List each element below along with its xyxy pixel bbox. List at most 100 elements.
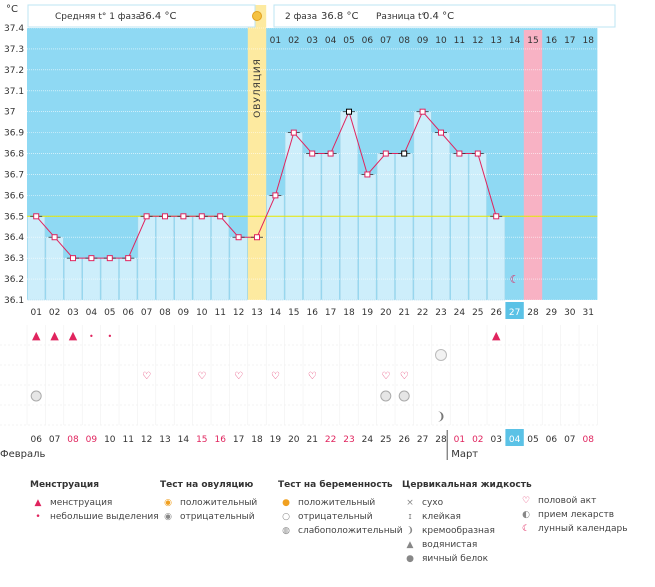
calendar-date-label: 03 — [490, 435, 501, 445]
temperature-point — [474, 150, 481, 157]
cycle-day-label: 17 — [325, 308, 336, 318]
temperature-point — [493, 213, 500, 220]
temperature-bar — [487, 216, 506, 301]
cycle-day-label: 18 — [343, 308, 355, 318]
heart-icon: ♡ — [142, 371, 151, 382]
small-drop-icon: • — [35, 512, 41, 522]
calendar-date-label: 23 — [343, 435, 354, 445]
temperature-point — [235, 234, 242, 241]
y-tick-label: 36.4 — [4, 233, 24, 243]
temperature-bar — [413, 111, 432, 301]
heart-icon: ♡ — [521, 496, 531, 506]
cycle-day-label: 02 — [49, 308, 60, 318]
cycle-day-label: 30 — [564, 308, 576, 318]
temperature-bar — [340, 111, 358, 301]
legend-menstruation-title: Менструация — [30, 480, 99, 490]
phase2-day-label: 01 — [270, 36, 281, 46]
month-label-mar: Март — [451, 449, 478, 460]
calendar-date-label: 08 — [67, 435, 79, 445]
cycle-day-label: 19 — [362, 308, 374, 318]
cycle-day-label: 09 — [178, 308, 190, 318]
cycle-day-label: 20 — [380, 308, 392, 318]
legend-ovulation-negative: отрицательный — [180, 512, 255, 522]
y-tick-label: 36.7 — [4, 170, 24, 180]
cycle-day-label: 12 — [233, 308, 244, 318]
calendar-date-label: 12 — [141, 435, 152, 445]
pregnancy-negative-icon: ○ — [282, 512, 290, 522]
temperature-point — [364, 171, 371, 178]
diff-label: Разница t° — [376, 12, 426, 22]
temperature-bar — [321, 153, 340, 301]
calendar-date-label: 08 — [582, 435, 594, 445]
legend-cervical: Цервикальная жидкость × сухо ɪ клейкая ❩ кр… — [402, 480, 532, 566]
month-label-feb: Февраль — [0, 449, 46, 460]
temperature-point — [125, 255, 132, 262]
y-tick-label: 37.3 — [4, 45, 24, 55]
temperature-point — [162, 213, 168, 220]
phase2-day-label: 12 — [472, 36, 483, 46]
legend-intercourse: половой акт — [538, 496, 597, 506]
calendar-date-label: 01 — [454, 435, 465, 445]
cycle-day-label: 14 — [270, 308, 282, 318]
temperature-bar — [137, 216, 156, 301]
menstruation-icon: ▲ — [69, 329, 78, 342]
legend-cervical-eggwhite: яичный белок — [422, 554, 489, 564]
temperature-bar — [266, 195, 285, 301]
phase2-day-label: 08 — [398, 36, 410, 46]
temperature-point — [401, 150, 408, 157]
heart-icon: ♡ — [308, 371, 317, 382]
cycle-day-label: 03 — [67, 308, 78, 318]
ovulation-label: ОВУЛЯЦИЯ — [253, 58, 263, 118]
cycle-day-label: 11 — [214, 308, 225, 318]
cycle-day-label: 08 — [159, 308, 171, 318]
cycle-day-label: 15 — [288, 308, 299, 318]
pill-icon — [380, 390, 392, 402]
pregnancy-weak-icon: ◍ — [282, 526, 290, 536]
y-tick-label: 37.2 — [4, 66, 24, 76]
calendar-date-label: 11 — [122, 435, 133, 445]
menstruation-icon: • — [89, 332, 94, 341]
calendar-date-label: 06 — [546, 435, 558, 445]
temperature-point — [180, 213, 187, 220]
calendar-date-label: 16 — [214, 435, 226, 445]
pregnancy-positive-icon: ● — [282, 498, 290, 508]
calendar-date-label: 07 — [49, 435, 60, 445]
cycle-day-label: 23 — [435, 308, 446, 318]
phase2-day-label: 10 — [435, 36, 447, 46]
temperature-point — [419, 108, 426, 115]
calendar-date-label: 27 — [417, 435, 428, 445]
temperature-point — [254, 234, 260, 241]
phase2-day-label: 04 — [325, 36, 337, 46]
calendar-date-label: 25 — [380, 435, 391, 445]
cycle-day-label: 06 — [122, 308, 134, 318]
calendar-date-label: 02 — [472, 435, 483, 445]
temperature-bar — [303, 153, 322, 301]
cycle-day-label: 27 — [509, 308, 520, 318]
phase2-day-label: 07 — [380, 36, 391, 46]
temperature-point — [290, 129, 297, 136]
temperature-bar — [450, 153, 469, 301]
temperature-point — [70, 255, 76, 262]
phase2-day-label: 11 — [454, 36, 465, 46]
temperature-point — [438, 129, 444, 136]
phase2-day-label: 16 — [546, 36, 558, 46]
y-tick-label: 36.5 — [4, 212, 24, 222]
calendar-date-label: 15 — [196, 435, 207, 445]
phase2-day-label: 05 — [343, 36, 354, 46]
legend-cervical-dry: сухо — [422, 498, 444, 508]
temperature-point — [217, 213, 224, 220]
legend-cervical-sticky: клейкая — [422, 512, 461, 522]
temperature-point — [33, 213, 40, 220]
menstruation-icon: • — [107, 332, 112, 341]
legend-pregnancy-positive: положительный — [298, 498, 376, 508]
temperature-point — [346, 108, 352, 115]
phase2-day-label: 18 — [582, 36, 594, 46]
legend-pregnancy-test: Тест на беременность ● положительный ○ отр… — [278, 480, 403, 538]
menstruation-icon: ▲ — [32, 329, 41, 342]
temperature-point — [327, 150, 334, 157]
y-tick-label: 36.3 — [4, 254, 24, 264]
heart-icon: ♡ — [197, 371, 206, 382]
cycle-day-label: 25 — [472, 308, 483, 318]
y-unit-label: °C — [6, 4, 18, 15]
